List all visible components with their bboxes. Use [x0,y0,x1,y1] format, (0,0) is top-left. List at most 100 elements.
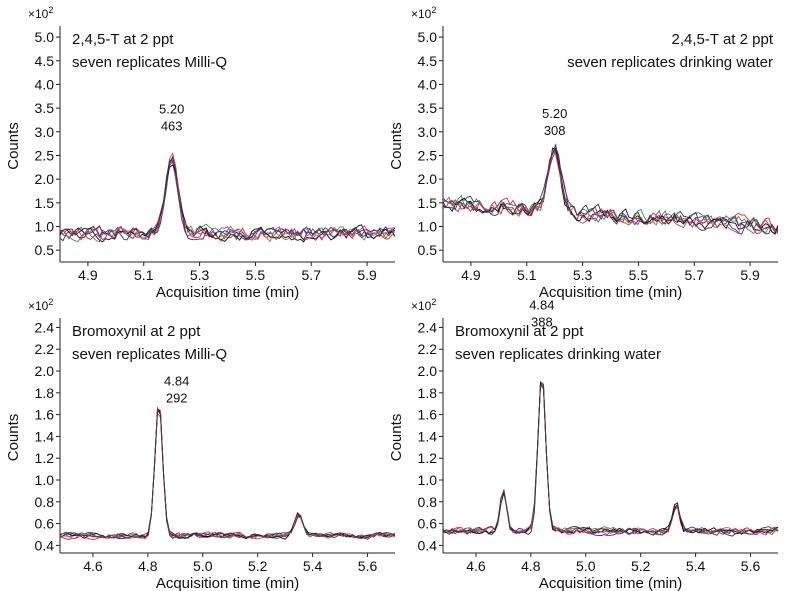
y-axis-label: Counts [5,414,22,462]
y-tick-label: 2.0 [418,171,438,187]
y-tick-label: 2.2 [35,341,55,357]
x-tick-label: 5.0 [576,558,596,574]
chart-title-line: seven replicates drinking water [567,54,773,71]
y-tick-label: 1.4 [35,428,55,444]
y-tick-label: 0.5 [35,242,55,258]
y-tick-label: 0.4 [35,537,55,553]
x-tick-label: 4.6 [83,558,103,574]
x-tick-label: 5.5 [629,267,649,283]
chart-title-line: Bromoxynil at 2 ppt [455,323,584,340]
peak-retention-time-label: 5.20 [542,106,567,121]
y-tick-label: 3.0 [418,124,438,140]
x-axis-label: Acquisition time (min) [156,284,299,301]
peak-value-label: 308 [544,123,566,138]
x-tick-label: 5.6 [358,558,378,574]
x-tick-label: 4.9 [78,267,98,283]
y-tick-label: 2.0 [35,171,55,187]
y-axis-label: Counts [388,122,405,170]
peak-value-label: 292 [166,391,188,406]
x-tick-label: 5.9 [357,267,377,283]
chart-title-line: 2,4,5-T at 2 ppt [672,31,774,48]
y-tick-label: 1.5 [35,195,55,211]
replicate-trace [59,159,396,242]
x-tick-label: 5.7 [685,267,705,283]
y-scale-label: ×102 [411,5,436,21]
y-scale-label: ×102 [28,297,53,313]
x-tick-label: 5.2 [248,558,268,574]
y-tick-label: 1.6 [418,407,438,423]
y-tick-label: 0.5 [418,242,438,258]
y-tick-label: 1.8 [35,385,55,401]
y-tick-label: 0.4 [418,537,438,553]
x-axis-label: Acquisition time (min) [539,284,682,301]
x-tick-label: 5.1 [517,267,537,283]
replicate-trace [442,381,779,537]
x-tick-label: 5.2 [631,558,651,574]
y-axis-label: Counts [5,122,22,170]
chart-panel-3: 0.4 0.6 0.8 1.0 1.2 1.4 1.6 1.8 2.0 2.2 2.4 4.6 4.8 5… [5,297,396,591]
replicate-trace [442,382,779,535]
replicate-trace [59,407,396,540]
y-tick-label: 1.0 [35,218,55,234]
peak-retention-time-label: 4.84 [529,297,554,312]
replicate-trace [59,412,396,541]
replicate-trace [442,148,779,233]
chart-title-line: seven replicates Milli-Q [72,346,227,363]
y-tick-label: 5.0 [418,29,438,45]
chart-title-line: seven replicates Milli-Q [72,54,227,71]
x-tick-label: 5.0 [193,558,213,574]
x-axis-label: Acquisition time (min) [539,575,682,591]
y-tick-label: 4.0 [418,76,438,92]
y-tick-label: 3.5 [35,100,55,116]
y-tick-label: 3.5 [418,100,438,116]
y-tick-label: 0.8 [35,494,55,510]
replicate-trace [59,156,396,241]
replicate-trace [59,406,396,540]
chart-title-line: 2,4,5-T at 2 ppt [72,31,174,48]
replicate-trace [442,384,779,537]
x-tick-label: 5.5 [246,267,266,283]
y-tick-label: 4.5 [418,53,438,69]
peak-retention-time-label: 5.20 [159,101,184,116]
y-tick-label: 1.0 [35,472,55,488]
y-tick-label: 2.4 [35,319,55,335]
y-tick-label: 4.5 [35,53,55,69]
x-tick-label: 5.3 [573,267,593,283]
y-tick-label: 2.5 [35,147,55,163]
y-tick-label: 0.6 [418,516,438,532]
chart-panel-2: 0.5 1.0 1.5 2.0 2.5 3.0 3.5 4.0 4.5 5.0 4.9 5.1 5.3 5… [388,5,779,301]
x-tick-label: 5.6 [741,558,761,574]
x-tick-label: 4.9 [461,267,481,283]
peak-value-label: 388 [531,314,553,329]
replicate-trace [59,408,396,540]
replicate-trace [59,151,396,243]
replicate-trace [59,155,396,242]
x-tick-label: 4.8 [138,558,158,574]
replicate-trace [442,382,779,536]
chart-title-line: Bromoxynil at 2 ppt [72,323,201,340]
y-tick-label: 2.2 [418,341,438,357]
chart-title-line: seven replicates drinking water [455,346,661,363]
x-tick-label: 4.8 [521,558,541,574]
replicate-trace [442,149,779,235]
y-tick-label: 5.0 [35,29,55,45]
x-tick-label: 5.3 [190,267,210,283]
y-tick-label: 1.0 [418,472,438,488]
y-tick-label: 1.6 [35,407,55,423]
y-scale-label: ×102 [411,297,436,313]
x-tick-label: 5.9 [740,267,760,283]
replicate-trace [442,384,779,536]
replicate-trace [59,408,396,539]
y-tick-label: 1.2 [35,450,55,466]
chart-panel-4: 0.4 0.6 0.8 1.0 1.2 1.4 1.6 1.8 2.0 2.2 2.4 4.6 4.8 5… [388,297,779,591]
y-tick-label: 0.6 [35,516,55,532]
y-axis-label: Counts [388,414,405,462]
x-axis-label: Acquisition time (min) [156,575,299,591]
chart-panel-1: 0.5 1.0 1.5 2.0 2.5 3.0 3.5 4.0 4.5 5.0 4.9 5.1 5.3 5… [5,5,396,301]
y-tick-label: 1.8 [418,385,438,401]
peak-value-label: 463 [161,118,183,133]
replicate-trace [442,380,779,536]
y-tick-label: 4.0 [35,76,55,92]
replicate-trace [59,408,396,540]
